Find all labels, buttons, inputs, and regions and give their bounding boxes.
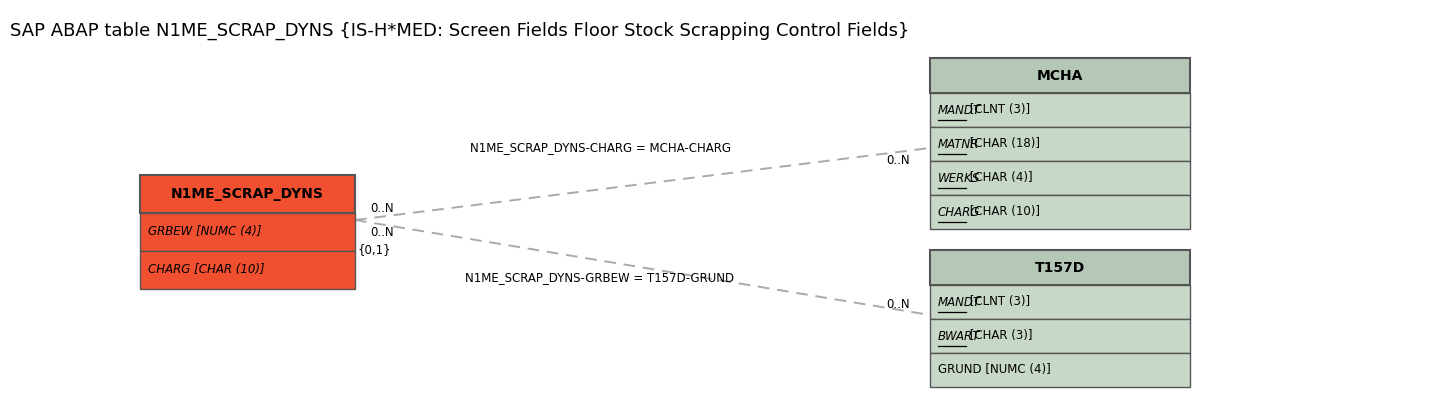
Text: [CHAR (4)]: [CHAR (4)]: [965, 171, 1032, 185]
FancyBboxPatch shape: [931, 161, 1191, 195]
FancyBboxPatch shape: [140, 213, 355, 251]
Text: 0..N: 0..N: [886, 153, 910, 166]
Text: 0..N: 0..N: [370, 226, 393, 239]
FancyBboxPatch shape: [931, 58, 1191, 93]
Text: [CLNT (3)]: [CLNT (3)]: [965, 104, 1030, 117]
FancyBboxPatch shape: [931, 353, 1191, 387]
FancyBboxPatch shape: [140, 251, 355, 289]
Text: [CLNT (3)]: [CLNT (3)]: [965, 296, 1030, 309]
Text: T157D: T157D: [1035, 260, 1085, 275]
Text: CHARG: CHARG: [938, 205, 980, 219]
Text: MANDT: MANDT: [938, 104, 981, 117]
FancyBboxPatch shape: [931, 195, 1191, 229]
FancyBboxPatch shape: [931, 93, 1191, 127]
Text: 0..N: 0..N: [886, 298, 910, 311]
Text: BWART: BWART: [938, 330, 980, 343]
Text: [CHAR (3)]: [CHAR (3)]: [965, 330, 1032, 343]
Text: 0..N: 0..N: [370, 202, 393, 215]
FancyBboxPatch shape: [931, 127, 1191, 161]
Text: N1ME_SCRAP_DYNS: N1ME_SCRAP_DYNS: [171, 187, 324, 201]
Text: {0,1}: {0,1}: [358, 243, 392, 256]
FancyBboxPatch shape: [140, 175, 355, 213]
Text: CHARG [CHAR (10)]: CHARG [CHAR (10)]: [147, 264, 264, 277]
FancyBboxPatch shape: [931, 285, 1191, 319]
Text: SAP ABAP table N1ME_SCRAP_DYNS {IS-H*MED: Screen Fields Floor Stock Scrapping Co: SAP ABAP table N1ME_SCRAP_DYNS {IS-H*MED…: [10, 22, 909, 40]
Text: GRUND [NUMC (4)]: GRUND [NUMC (4)]: [938, 364, 1051, 377]
Text: MCHA: MCHA: [1038, 68, 1084, 83]
Text: N1ME_SCRAP_DYNS-CHARG = MCHA-CHARG: N1ME_SCRAP_DYNS-CHARG = MCHA-CHARG: [470, 141, 731, 154]
Text: GRBEW [NUMC (4)]: GRBEW [NUMC (4)]: [147, 226, 262, 239]
Text: MANDT: MANDT: [938, 296, 981, 309]
Text: N1ME_SCRAP_DYNS-GRBEW = T157D-GRUND: N1ME_SCRAP_DYNS-GRBEW = T157D-GRUND: [465, 271, 734, 284]
Text: [CHAR (18)]: [CHAR (18)]: [965, 138, 1039, 151]
FancyBboxPatch shape: [931, 250, 1191, 285]
Text: WERKS: WERKS: [938, 171, 980, 185]
FancyBboxPatch shape: [931, 319, 1191, 353]
Text: MATNR: MATNR: [938, 138, 980, 151]
Text: [CHAR (10)]: [CHAR (10)]: [965, 205, 1039, 219]
